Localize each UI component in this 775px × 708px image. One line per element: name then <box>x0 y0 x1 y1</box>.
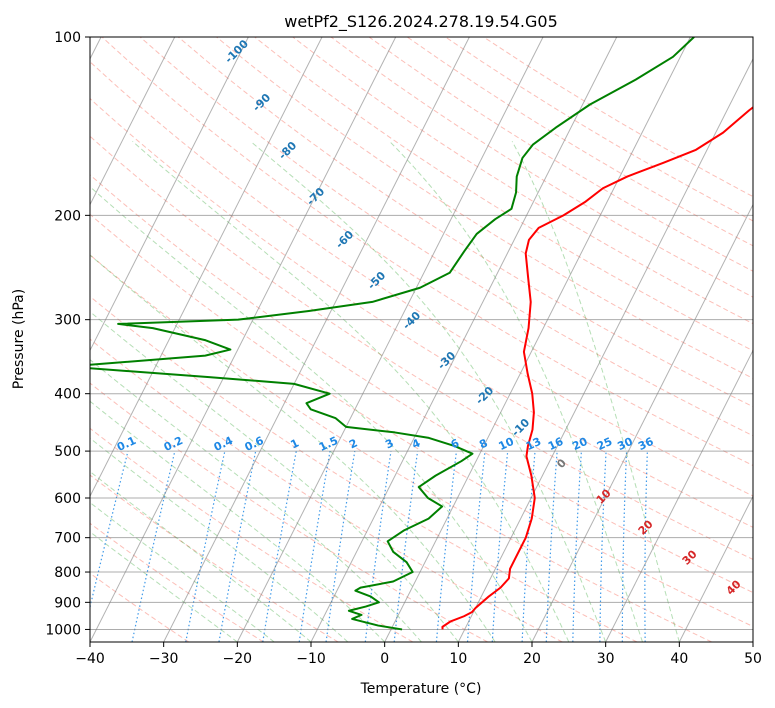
mixing-ratio-line <box>90 450 129 610</box>
dry-adiabat-line <box>254 37 753 352</box>
mixing-ratio-line <box>325 451 356 642</box>
dry-adiabat-line <box>90 61 753 497</box>
dry-adiabat-line <box>90 295 638 642</box>
mixing-ratio-line <box>364 451 392 642</box>
profiles <box>90 37 753 631</box>
mixing-ratio-label: 16 <box>546 435 566 453</box>
mixing-ratio-label: 25 <box>595 435 614 453</box>
mixing-ratio-line <box>466 451 486 642</box>
x-tick-label: −30 <box>149 651 179 667</box>
mixing-ratio-line <box>435 451 458 642</box>
mixing-ratio-line <box>131 450 176 642</box>
isotherm-line <box>384 37 691 642</box>
mixing-ratio-label: 10 <box>497 435 517 453</box>
y-tick-label: 800 <box>54 565 81 581</box>
dry-adiabat-line <box>90 382 488 642</box>
dry-adiabat-line <box>139 37 753 437</box>
y-tick-label: 1000 <box>45 622 81 638</box>
mixing-ratio-line <box>491 451 509 642</box>
x-tick-label: 0 <box>380 651 389 667</box>
x-tick-label: 20 <box>523 651 541 667</box>
isotherm-line <box>605 349 753 642</box>
pressure-gridlines <box>90 37 753 630</box>
dry-adiabat-line <box>90 213 753 628</box>
mixing-ratio-line <box>298 450 331 642</box>
isotherm-line <box>678 495 753 642</box>
mixing-ratio-line <box>393 451 419 642</box>
y-tick-label: 400 <box>54 387 81 403</box>
x-tick-label: 40 <box>670 651 688 667</box>
isotherm-line <box>531 203 753 642</box>
dry-adiabat-line <box>177 37 753 408</box>
y-tick-label: 900 <box>54 595 81 611</box>
y-tick-label: 700 <box>54 531 81 547</box>
x-tick-label: 10 <box>449 651 467 667</box>
y-axis: 100 200 300 400 500 600 700 800 900 1000 <box>45 30 90 638</box>
isotherm-line <box>90 37 323 498</box>
mixing-ratio-lines <box>90 450 648 642</box>
dry-adiabat-line <box>90 572 190 642</box>
x-axis-title: Temperature (°C) <box>360 681 482 697</box>
x-tick-label: −40 <box>75 651 105 667</box>
mixing-ratio-label: 13 <box>524 435 543 453</box>
chart-title: wetPf2_S126.2024.278.19.54.G05 <box>284 12 558 32</box>
dry-adiabat-line <box>90 474 339 642</box>
plot-frame <box>89 36 754 643</box>
y-tick-label: 200 <box>54 208 81 224</box>
mixing-ratio-label: 20 <box>570 435 590 453</box>
isotherm-line <box>90 37 249 352</box>
isotherm-line <box>236 37 544 642</box>
isotherm-line <box>90 37 397 642</box>
y-tick-label: 500 <box>54 444 81 460</box>
isotherm-line <box>310 37 618 642</box>
x-tick-label: −20 <box>223 651 253 667</box>
x-tick-label: 30 <box>597 651 615 667</box>
isotherm-line <box>90 37 176 206</box>
x-axis: −40 −30 −20 −10 0 10 20 30 40 50 <box>75 642 762 667</box>
y-tick-label: 600 <box>54 491 81 507</box>
y-tick-label: 300 <box>54 313 81 329</box>
dry-adiabat-line <box>216 37 753 379</box>
dry-adiabat-line <box>90 97 753 528</box>
x-tick-label: −10 <box>296 651 326 667</box>
dry-adiabat-line <box>90 135 753 560</box>
mixing-ratio-label: 36 <box>636 435 656 453</box>
temperature-profile-line <box>441 106 753 630</box>
x-tick-label: 50 <box>744 651 762 667</box>
mixing-ratio-label: 30 <box>615 435 635 453</box>
y-axis-title: Pressure (hPa) <box>11 289 27 389</box>
y-tick-label: 100 <box>54 30 81 46</box>
dewpoint-profile-line <box>90 37 695 631</box>
isotherm-line <box>163 37 470 642</box>
